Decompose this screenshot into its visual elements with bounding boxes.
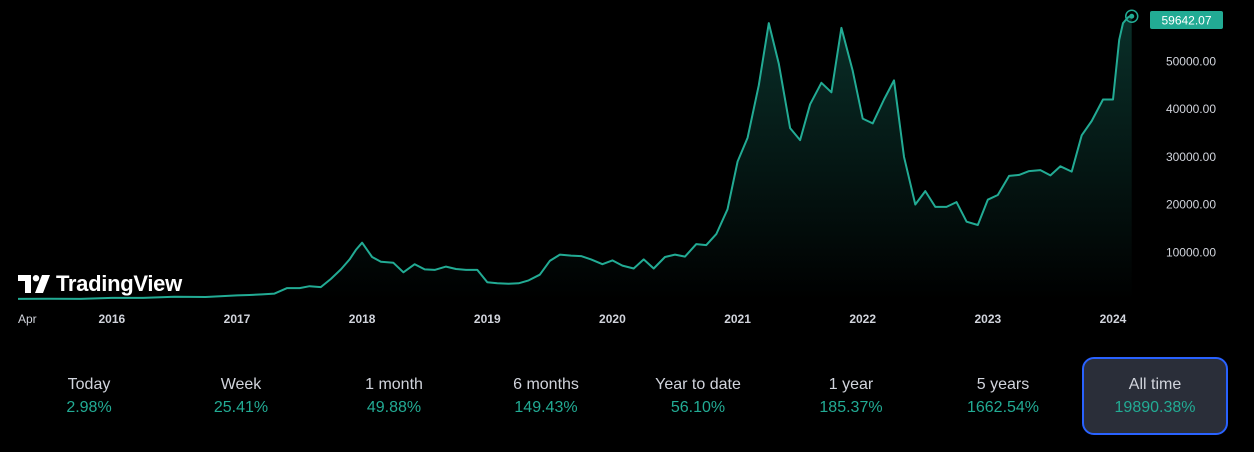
x-tick-label: 2021 xyxy=(724,312,751,326)
x-tick-label: 2016 xyxy=(99,312,126,326)
period-change: 2.98% xyxy=(66,398,112,416)
y-tick-label: 40000.00 xyxy=(1166,102,1216,116)
period-1-month[interactable]: 1 month 49.88% xyxy=(321,357,467,435)
price-line[interactable] xyxy=(17,14,1133,300)
period-change: 185.37% xyxy=(819,398,883,416)
x-tick-label: 2024 xyxy=(1100,312,1127,326)
period-week[interactable]: Week 25.41% xyxy=(168,357,314,435)
period-label: 6 months xyxy=(513,375,579,393)
period-6-months[interactable]: 6 months 149.43% xyxy=(473,357,619,435)
price-area-fill xyxy=(18,15,1132,301)
period-label: All time xyxy=(1128,375,1182,393)
y-tick-label: 20000.00 xyxy=(1166,198,1216,212)
price-chart[interactable]: 10000.00 20000.00 30000.00 40000.00 50000.00… xyxy=(0,0,1254,340)
tradingview-logo[interactable]: TradingView xyxy=(18,271,182,297)
period-change: 56.10% xyxy=(670,398,726,416)
period-today[interactable]: Today 2.98% xyxy=(16,357,162,435)
last-price-label-bg xyxy=(1150,11,1223,29)
period-label: 5 years xyxy=(976,375,1030,393)
x-tick-label: 2022 xyxy=(849,312,876,326)
period-change: 149.43% xyxy=(514,398,578,416)
performance-periods: Today 2.98% Week 25.41% 1 month 49.88% 6… xyxy=(0,357,1254,437)
y-tick-label: 10000.00 xyxy=(1166,245,1216,259)
x-tick-label: 2020 xyxy=(599,312,626,326)
period-change: 19890.38% xyxy=(1114,398,1196,416)
period-change: 49.88% xyxy=(366,398,422,416)
last-price-marker xyxy=(1124,9,1139,24)
period-label: 1 year xyxy=(828,375,874,393)
period-label: Week xyxy=(220,375,262,393)
x-tick-label: 2019 xyxy=(474,312,501,326)
x-tick-label: Apr xyxy=(18,312,37,326)
y-tick-label: 30000.00 xyxy=(1166,150,1216,164)
period-1-year[interactable]: 1 year 185.37% xyxy=(778,357,924,435)
tradingview-logo-icon xyxy=(18,275,50,293)
period-change: 25.41% xyxy=(213,398,269,416)
period-label: Today xyxy=(67,375,111,393)
period-label: 1 month xyxy=(365,375,423,393)
last-price-label: 59642.07 xyxy=(1161,14,1211,28)
period-all-time[interactable]: All time 19890.38% xyxy=(1082,357,1228,435)
period-label: Year to date xyxy=(655,375,741,393)
x-tick-label: 2023 xyxy=(974,312,1001,326)
last-price-dot xyxy=(1129,13,1135,19)
period-change: 1662.54% xyxy=(966,398,1040,416)
x-tick-label: 2017 xyxy=(224,312,251,326)
period-5-years[interactable]: 5 years 1662.54% xyxy=(930,357,1076,435)
tradingview-logo-text: TradingView xyxy=(56,271,182,296)
x-tick-label: 2018 xyxy=(349,312,376,326)
y-tick-label: 50000.00 xyxy=(1166,54,1216,68)
period-year-to-date[interactable]: Year to date 56.10% xyxy=(625,357,771,435)
